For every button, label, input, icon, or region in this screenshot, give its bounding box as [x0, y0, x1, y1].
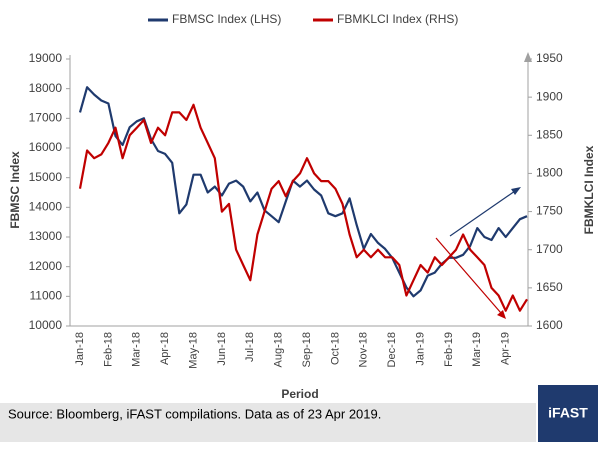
brand-box [538, 385, 598, 442]
y-tick-label: 16000 [29, 140, 63, 154]
y2-tick-label: 1850 [536, 127, 563, 141]
y2-tick-label: 1800 [536, 166, 563, 180]
x-tick-label: Aug-18 [273, 332, 285, 367]
x-tick-label: Jul-18 [244, 332, 256, 362]
y2-tick-label: 1700 [536, 242, 563, 256]
brand: iFAST [548, 405, 588, 421]
y2-tick-label: 1900 [536, 89, 563, 103]
series-line [78, 103, 528, 312]
x-tick-label: Mar-18 [131, 332, 143, 367]
y-tick-label: 14000 [29, 200, 63, 214]
footer-band [0, 403, 536, 442]
legend-label: FBMKLCI Index (RHS) [337, 12, 458, 26]
trend-arrow [449, 190, 516, 237]
x-tick-label: May-18 [187, 332, 199, 369]
x-tick-label: Mar-19 [471, 332, 483, 367]
y2-tick-label: 1950 [536, 51, 563, 65]
arrowhead [511, 187, 521, 195]
x-tick-label: Jan-18 [74, 332, 86, 366]
x-tick-label: Apr-19 [500, 332, 512, 365]
source-note: Source: Bloomberg, iFAST compilations. D… [8, 406, 381, 421]
y-axis-title: FBMSC Index [8, 151, 22, 229]
y2-tick-label: 1650 [536, 280, 563, 294]
y2-tick-label: 1750 [536, 204, 563, 218]
trend-arrow [435, 237, 502, 314]
y-tick-label: 17000 [29, 111, 63, 125]
x-tick-label: Feb-19 [443, 332, 455, 367]
x-tick-label: Feb-18 [102, 332, 114, 367]
y2-axis-title: FBMKLCI Index [582, 145, 596, 234]
x-tick-label: Nov-18 [358, 332, 370, 367]
x-tick-label: Oct-18 [329, 332, 341, 365]
plot: 10000 11000 12000 13000 14000 15000 16000 17000… [29, 51, 563, 369]
x-tick-label: Apr-18 [159, 332, 171, 365]
x-tick-label: Jan-19 [414, 332, 426, 366]
x-tick-label: Sep-18 [301, 332, 313, 367]
y-tick-label: 18000 [29, 81, 63, 95]
legend-label: FBMSC Index (LHS) [172, 12, 281, 26]
y-tick-label: 12000 [29, 259, 63, 273]
y-tick-label: 19000 [29, 51, 63, 65]
y-tick-label: 15000 [29, 170, 63, 184]
x-tick-label: Dec-18 [386, 332, 398, 367]
x-axis-title: Period [281, 387, 318, 401]
arrowhead [497, 310, 506, 319]
y-tick-label: 11000 [30, 289, 63, 303]
y2-tick-label: 1600 [536, 318, 563, 332]
y-tick-label: 10000 [29, 318, 63, 332]
x-tick-label: Jun-18 [216, 332, 228, 366]
y-tick-label: 13000 [29, 229, 63, 243]
